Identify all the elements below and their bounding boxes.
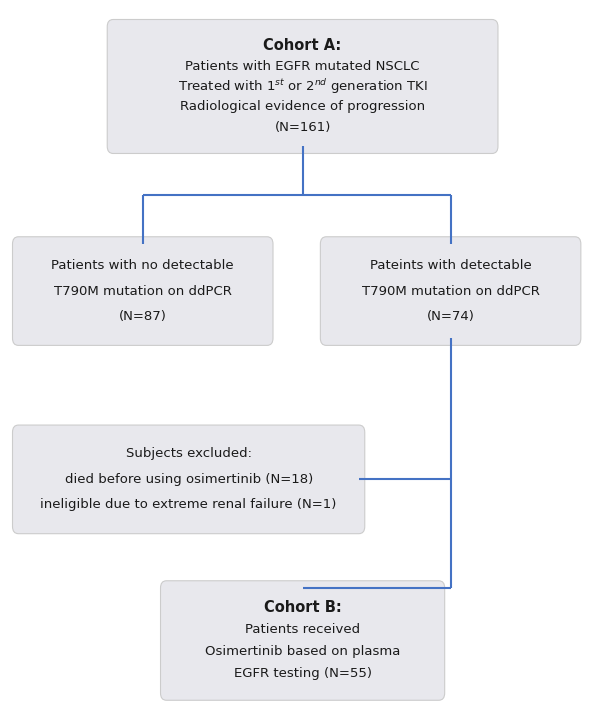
Text: Patients with EGFR mutated NSCLC: Patients with EGFR mutated NSCLC bbox=[185, 60, 420, 73]
FancyBboxPatch shape bbox=[13, 425, 365, 534]
Text: (N=161): (N=161) bbox=[274, 121, 331, 134]
Text: T790M mutation on ddPCR: T790M mutation on ddPCR bbox=[54, 284, 232, 297]
Text: Cohort B:: Cohort B: bbox=[264, 601, 341, 615]
Text: EGFR testing (N=55): EGFR testing (N=55) bbox=[233, 667, 371, 680]
Text: Subjects excluded:: Subjects excluded: bbox=[125, 447, 251, 460]
Text: Osimertinib based on plasma: Osimertinib based on plasma bbox=[205, 645, 400, 658]
FancyBboxPatch shape bbox=[13, 237, 273, 345]
Text: (N=87): (N=87) bbox=[119, 310, 167, 324]
Text: Treated with 1$^{st}$ or 2$^{nd}$ generation TKI: Treated with 1$^{st}$ or 2$^{nd}$ genera… bbox=[178, 77, 428, 96]
Text: Patients with no detectable: Patients with no detectable bbox=[52, 259, 234, 272]
Text: (N=74): (N=74) bbox=[427, 310, 475, 324]
FancyBboxPatch shape bbox=[320, 237, 581, 345]
Text: ineligible due to extreme renal failure (N=1): ineligible due to extreme renal failure … bbox=[40, 499, 337, 512]
Text: Radiological evidence of progression: Radiological evidence of progression bbox=[180, 100, 425, 113]
Text: T790M mutation on ddPCR: T790M mutation on ddPCR bbox=[362, 284, 539, 297]
Text: Pateints with detectable: Pateints with detectable bbox=[370, 259, 532, 272]
FancyBboxPatch shape bbox=[161, 581, 445, 700]
Text: Cohort A:: Cohort A: bbox=[263, 38, 342, 53]
Text: died before using osimertinib (N=18): died before using osimertinib (N=18) bbox=[65, 473, 313, 486]
Text: Patients received: Patients received bbox=[245, 623, 360, 636]
FancyBboxPatch shape bbox=[107, 20, 498, 153]
